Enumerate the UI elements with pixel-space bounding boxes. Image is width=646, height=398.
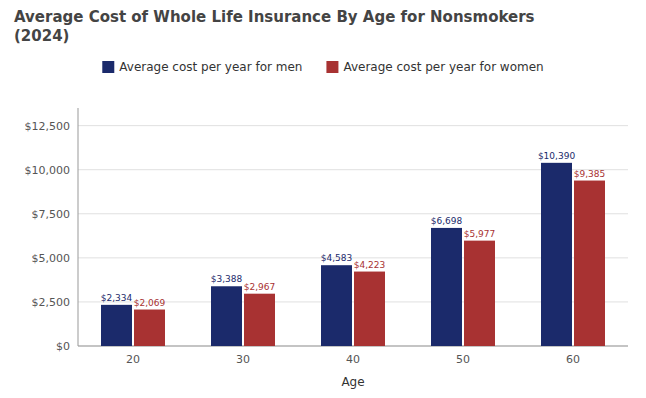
data-label: $2,334 (101, 293, 133, 303)
x-tick-label: 30 (236, 353, 250, 366)
bar (101, 305, 132, 346)
legend-item: Average cost per year for men (102, 60, 302, 74)
data-label: $4,583 (321, 253, 353, 263)
data-label: $5,977 (464, 229, 496, 239)
legend-swatch (326, 61, 338, 73)
bar (354, 272, 385, 346)
bar (541, 163, 572, 346)
legend-label: Average cost per year for women (343, 60, 543, 74)
title: Average Cost of Whole Life Insurance By … (14, 8, 535, 45)
bar (321, 265, 352, 346)
data-label: $2,069 (134, 298, 166, 308)
y-tick-label: $0 (56, 340, 70, 353)
grid-line (78, 125, 628, 126)
grid (78, 126, 628, 346)
x-tick-label: 40 (346, 353, 360, 366)
chart-container: Average Cost of Whole Life Insurance By … (0, 0, 646, 398)
y-tick-label: $2,500 (32, 296, 71, 309)
x-tick-label: 50 (456, 353, 470, 366)
data-label: $9,385 (574, 169, 606, 179)
bar (211, 286, 242, 346)
y-tick-label: $5,000 (32, 252, 71, 265)
bar (244, 294, 275, 346)
y-tick-label: $7,500 (32, 208, 71, 221)
bars (101, 163, 605, 346)
data-label: $6,698 (431, 216, 463, 226)
bar (431, 228, 462, 346)
bar (134, 310, 165, 346)
y-tick-label: $10,000 (25, 164, 71, 177)
data-labels: $2,334$2,069 $3,388$2,967 $4,583$4,223 $6,6… (101, 151, 606, 308)
bar (464, 241, 495, 346)
bar (574, 181, 605, 346)
x-tick-label: 20 (126, 353, 140, 366)
legend: Average cost per year for men Average cos… (102, 60, 543, 74)
data-label: $4,223 (354, 260, 386, 270)
x-tick-label: 60 (566, 353, 580, 366)
legend-item: Average cost per year for women (326, 60, 543, 74)
chart-svg: Average Cost of Whole Life Insurance By … (0, 0, 646, 398)
x-axis-label: Age (341, 375, 364, 389)
legend-swatch (102, 61, 114, 73)
y-axis-line (78, 108, 79, 346)
y-tick-label: $12,500 (25, 120, 71, 133)
data-label: $2,967 (244, 282, 276, 292)
data-label: $10,390 (538, 151, 575, 161)
legend-label: Average cost per year for men (119, 60, 302, 74)
data-label: $3,388 (211, 274, 243, 284)
